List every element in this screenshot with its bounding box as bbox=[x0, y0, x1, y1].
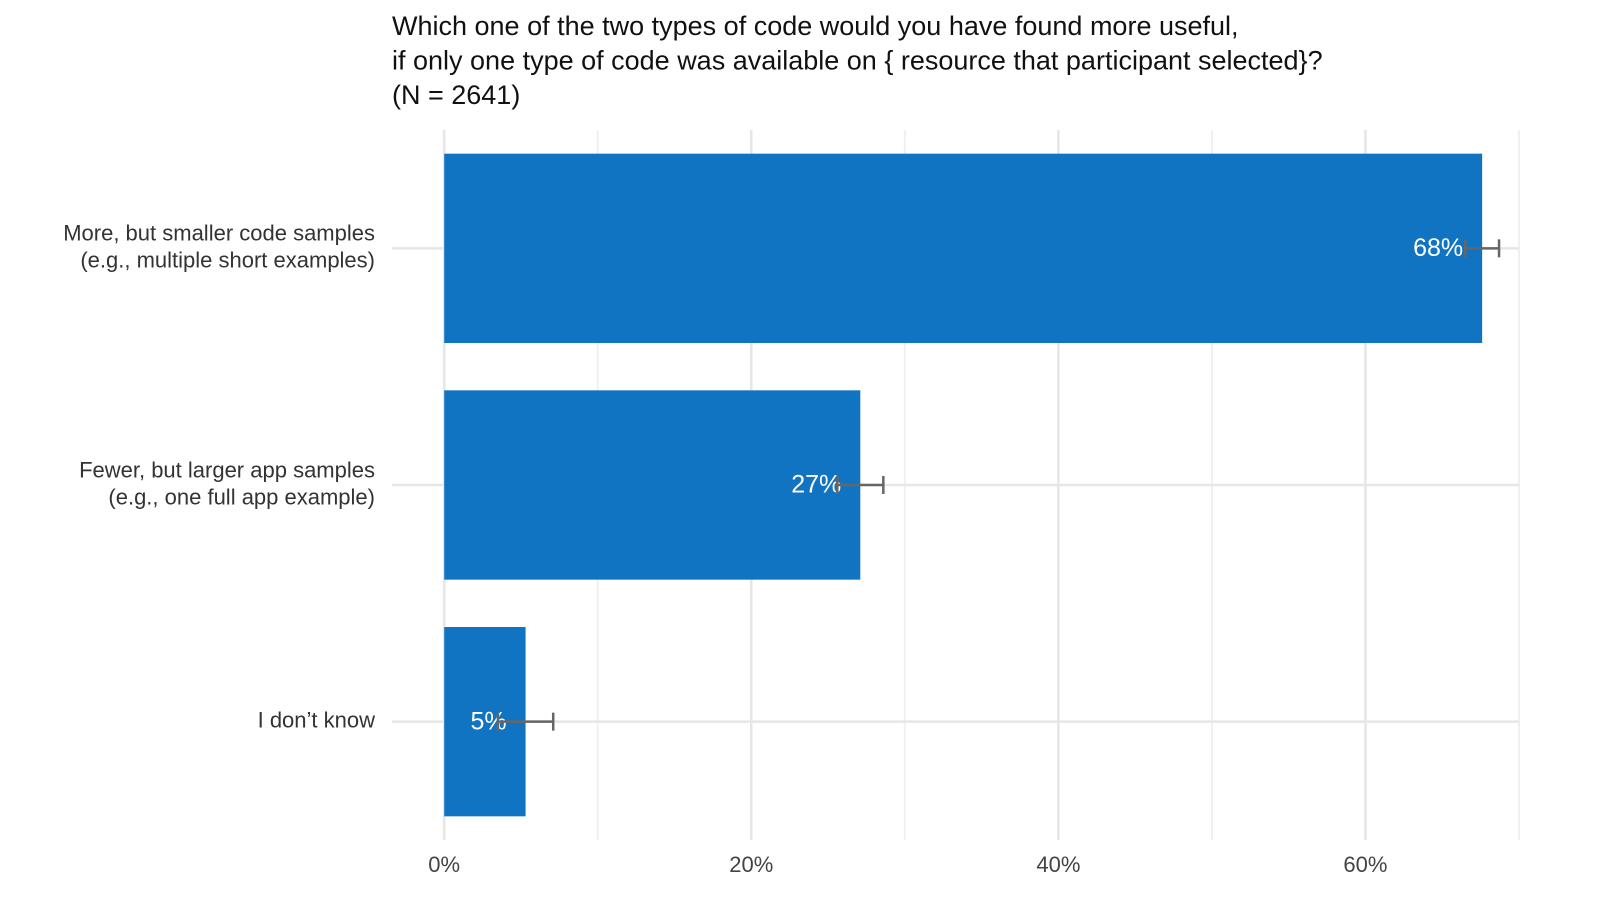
x-tick-label: 20% bbox=[729, 852, 773, 877]
y-tick-label: Fewer, but larger app samples bbox=[79, 457, 375, 482]
bar bbox=[444, 390, 861, 580]
x-tick-label: 40% bbox=[1036, 852, 1080, 877]
chart-title: Which one of the two types of code would… bbox=[392, 11, 1239, 41]
error-bar bbox=[496, 712, 555, 731]
error-bar bbox=[836, 476, 885, 494]
error-bar bbox=[1464, 239, 1501, 258]
value-label: 68% bbox=[1413, 234, 1463, 262]
y-tick-label: I don’t know bbox=[258, 707, 376, 732]
y-tick-label: (e.g., one full app example) bbox=[108, 484, 375, 509]
y-tick-label: (e.g., multiple short examples) bbox=[80, 248, 375, 273]
bar bbox=[444, 153, 1483, 343]
chart-title: (N = 2641) bbox=[392, 80, 520, 110]
x-tick-label: 0% bbox=[428, 852, 460, 877]
value-label: 27% bbox=[791, 471, 841, 499]
y-tick-label: More, but smaller code samples bbox=[63, 221, 375, 246]
x-tick-label: 60% bbox=[1343, 852, 1387, 877]
chart-title: if only one type of code was available o… bbox=[392, 46, 1323, 76]
